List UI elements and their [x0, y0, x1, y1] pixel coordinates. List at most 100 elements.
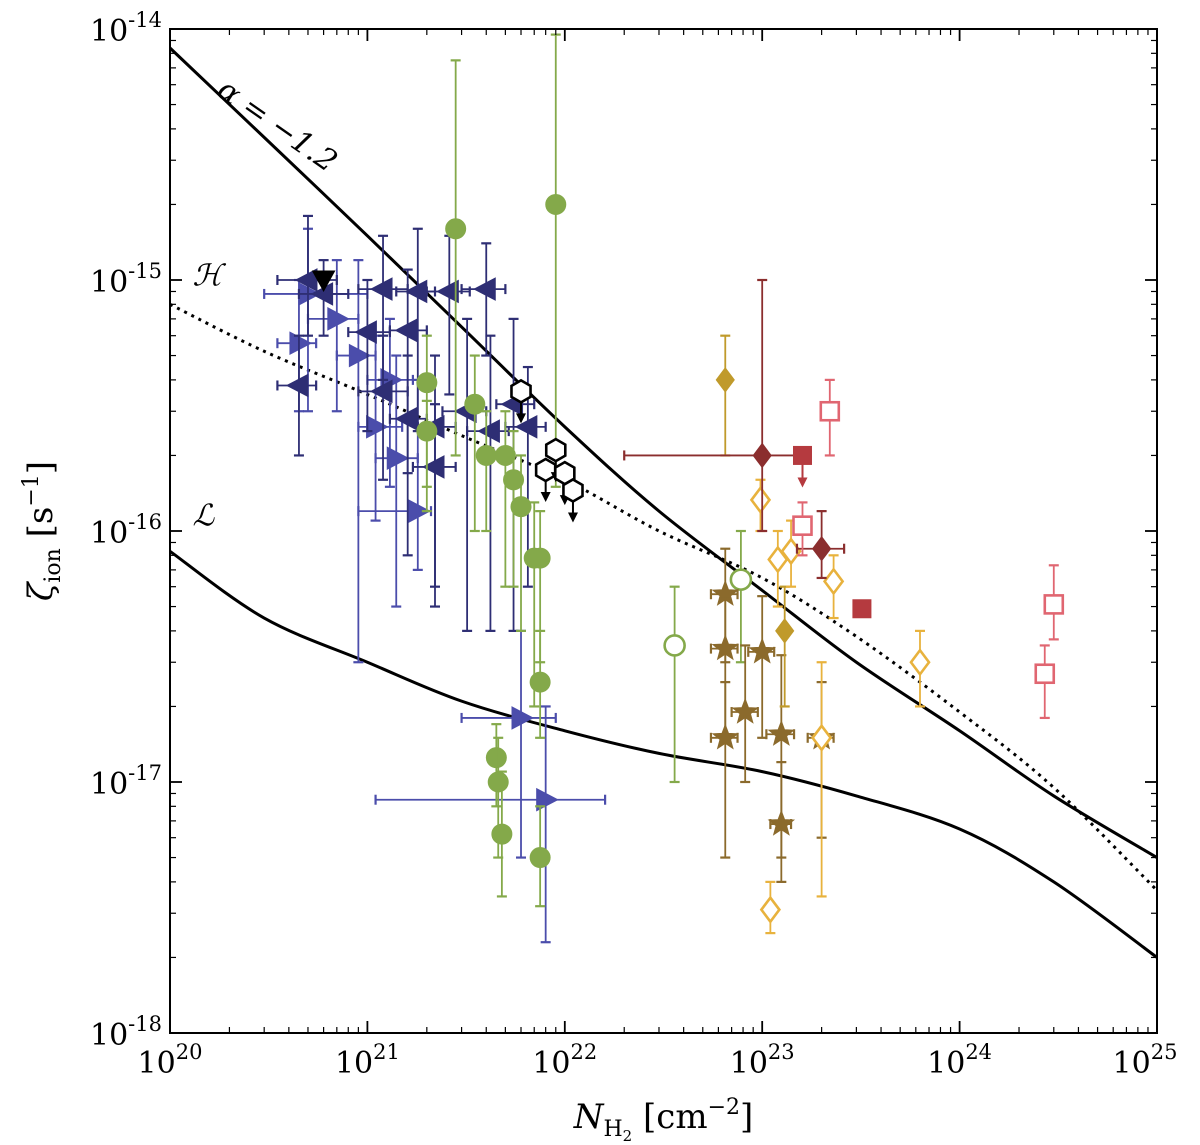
marker-triangle-right [536, 787, 559, 812]
marker-hexagon [562, 477, 584, 503]
axes: 1020 1021 1022 1023 1024 1025 10-18 10-17 10-16 1… [19, 8, 1177, 1145]
data-point [775, 585, 795, 708]
upper-limit-arrow [567, 512, 578, 523]
marker-star [711, 634, 739, 661]
marker-triangle-right [386, 446, 410, 471]
marker-circle [545, 193, 567, 215]
marker-diamond [909, 648, 931, 677]
marker-triangle-left [436, 279, 459, 304]
marker-diamond [752, 442, 772, 469]
series-5 [510, 378, 584, 523]
marker-diamond [810, 723, 833, 752]
series-12 [792, 378, 1065, 720]
marker-triangle-left [477, 419, 500, 443]
data-point [709, 681, 739, 859]
data-point [466, 334, 510, 632]
data-point [529, 629, 551, 739]
upper-limit-arrow [540, 491, 551, 502]
data-point [759, 880, 781, 935]
marker-triangle-left [294, 268, 318, 292]
model-curve-1 [170, 46, 1157, 859]
data-point [510, 454, 532, 632]
marker-triangle-left [473, 277, 496, 301]
data-point [276, 278, 318, 413]
marker-square [819, 400, 841, 422]
y-tick-label: 10-14 [90, 8, 162, 49]
marker-hexagon [510, 378, 532, 404]
marker-triangle-left [285, 373, 309, 398]
data-point [709, 595, 739, 739]
data-point [357, 334, 404, 522]
data-point [767, 761, 796, 883]
series-6 [311, 270, 336, 293]
marker-triangle-left [354, 320, 377, 344]
marker-star [748, 637, 776, 664]
marker-star [711, 723, 739, 750]
x-tick-label: 1021 [335, 1040, 400, 1081]
marker-diamond [775, 618, 795, 644]
data-point [460, 629, 557, 859]
upper-limit-arrow [797, 477, 808, 488]
x-tick-label: 1025 [1113, 1040, 1178, 1081]
data-point [276, 214, 338, 337]
data-point [909, 629, 931, 708]
data-point [464, 354, 486, 533]
data-point [623, 278, 799, 533]
y-tick-label: 10-18 [90, 1012, 162, 1053]
data-point [485, 723, 507, 808]
data-point [663, 585, 686, 784]
data-point [534, 457, 557, 502]
marker-hexagon [534, 457, 557, 483]
x-axis-title: NH2 [cm−2] [573, 1095, 754, 1145]
data-point [730, 644, 759, 784]
data-point [510, 378, 532, 424]
x-tick-label: 1020 [138, 1040, 203, 1081]
curve-label-1: α = −1.2 [211, 72, 344, 179]
marker-circle [491, 823, 513, 845]
marker-star [767, 809, 796, 836]
marker-diamond [811, 535, 832, 562]
series-9 [749, 478, 931, 935]
marker-triangle-left [421, 455, 445, 479]
data-point [416, 399, 438, 488]
marker-circle [416, 372, 438, 394]
data-point [388, 354, 428, 557]
y-axis-title: ζion [s−1] [19, 461, 66, 601]
data-point [792, 445, 812, 488]
series-3 [416, 33, 567, 908]
marker-circle [485, 747, 507, 769]
data-point [562, 477, 584, 523]
plot-frame [169, 28, 1158, 1034]
y-tick-label: 10-15 [90, 259, 162, 300]
series-11 [792, 445, 872, 619]
y-tick-label: 10-16 [90, 510, 162, 551]
data-point [460, 242, 507, 357]
marker-circle [503, 469, 525, 491]
series-2 [276, 214, 547, 632]
data-point [795, 510, 846, 580]
data-point [545, 33, 567, 488]
series-4 [663, 529, 753, 784]
data-point [494, 410, 516, 588]
data-point [411, 403, 457, 608]
marker-triangle-left [514, 415, 538, 439]
marker-triangle-left [394, 406, 418, 431]
marker-triangle-right [366, 415, 389, 439]
marker-circle [529, 547, 551, 569]
marker-triangle-down [311, 270, 336, 293]
marker-circle [464, 393, 486, 415]
curve-label-3: ℒ [192, 499, 215, 534]
marker-circle [510, 496, 532, 518]
marker-square [792, 445, 812, 465]
data-point [852, 599, 872, 619]
data-point [1043, 564, 1065, 641]
marker-circle [663, 634, 686, 657]
marker-triangle-right [348, 343, 372, 368]
data-point [1034, 644, 1056, 720]
model-curve-3 [170, 550, 1157, 959]
marker-triangle-right [327, 307, 350, 331]
marker-triangle-right [289, 331, 313, 356]
x-tick-label: 1023 [730, 1040, 795, 1081]
marker-circle [445, 218, 467, 240]
data-point [311, 270, 336, 293]
